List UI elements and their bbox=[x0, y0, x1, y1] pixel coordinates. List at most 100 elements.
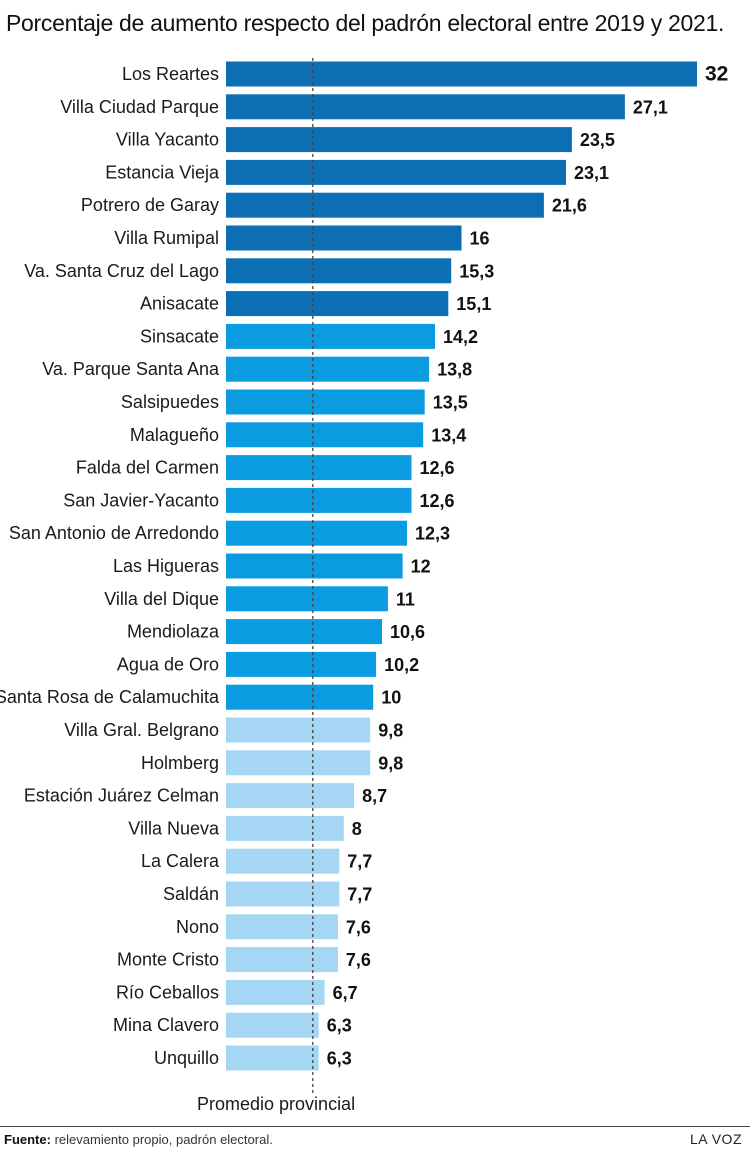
value-label-potrero-de-garay: 21,6 bbox=[552, 196, 587, 216]
value-label-va-santa-cruz-del-lago: 15,3 bbox=[459, 261, 494, 281]
bar-estancia-vieja bbox=[226, 159, 566, 185]
bar-san-javier-yacanto bbox=[226, 487, 412, 513]
bar-santa-rosa-de-calamuchita bbox=[226, 684, 374, 710]
category-label-va-santa-cruz-del-lago: Va. Santa Cruz del Lago bbox=[24, 261, 219, 281]
category-label-villa-nueva: Villa Nueva bbox=[128, 818, 220, 838]
bar-mina-clavero bbox=[226, 1012, 319, 1038]
bar-unquillo bbox=[226, 1045, 319, 1071]
value-label-estancia-vieja: 23,1 bbox=[574, 163, 609, 183]
bar-falda-del-carmen bbox=[226, 455, 412, 481]
bar-san-antonio-de-arredondo bbox=[226, 520, 407, 546]
value-label-anisacate: 15,1 bbox=[456, 294, 491, 314]
bar-saldan bbox=[226, 881, 340, 907]
value-label-holmberg: 9,8 bbox=[378, 753, 403, 773]
category-label-los-reartes: Los Reartes bbox=[122, 64, 219, 84]
bar-rio-ceballos bbox=[226, 979, 325, 1005]
category-label-villa-ciudad-parque: Villa Ciudad Parque bbox=[60, 97, 219, 117]
value-label-villa-gral-belgrano: 9,8 bbox=[378, 721, 403, 741]
category-label-salsipuedes: Salsipuedes bbox=[121, 392, 219, 412]
bar-villa-yacanto bbox=[226, 127, 572, 153]
value-label-saldan: 7,7 bbox=[347, 885, 372, 905]
category-label-unquillo: Unquillo bbox=[154, 1048, 219, 1068]
bar-villa-del-dique bbox=[226, 586, 388, 612]
category-label-holmberg: Holmberg bbox=[141, 753, 219, 773]
footer-divider bbox=[0, 1126, 750, 1127]
category-label-santa-rosa-de-calamuchita: Santa Rosa de Calamuchita bbox=[0, 687, 220, 707]
category-label-malagueno: Malagueño bbox=[130, 425, 219, 445]
bar-agua-de-oro bbox=[226, 651, 377, 677]
category-label-las-higueras: Las Higueras bbox=[113, 556, 219, 576]
source-label: Fuente: bbox=[4, 1132, 51, 1147]
value-label-unquillo: 6,3 bbox=[327, 1049, 352, 1069]
value-label-villa-ciudad-parque: 27,1 bbox=[633, 97, 668, 117]
value-label-las-higueras: 12 bbox=[411, 557, 431, 577]
value-label-santa-rosa-de-calamuchita: 10 bbox=[381, 688, 401, 708]
bar-estacion-juarez-celman bbox=[226, 783, 355, 809]
source-text: relevamiento propio, padrón electoral. bbox=[54, 1132, 273, 1147]
bar-malagueno bbox=[226, 422, 424, 448]
category-label-mina-clavero: Mina Clavero bbox=[113, 1015, 219, 1035]
bar-la-calera bbox=[226, 848, 340, 874]
category-label-saldan: Saldán bbox=[163, 884, 219, 904]
value-label-nono: 7,6 bbox=[346, 917, 371, 937]
value-label-estacion-juarez-celman: 8,7 bbox=[362, 786, 387, 806]
bar-anisacate bbox=[226, 291, 449, 317]
category-label-mendiolaza: Mendiolaza bbox=[127, 622, 220, 642]
category-label-estancia-vieja: Estancia Vieja bbox=[105, 162, 220, 182]
bar-sinsacate bbox=[226, 323, 435, 349]
category-label-anisacate: Anisacate bbox=[140, 294, 219, 314]
bar-salsipuedes bbox=[226, 389, 425, 415]
bars-group bbox=[226, 61, 697, 1071]
category-label-monte-cristo: Monte Cristo bbox=[117, 950, 219, 970]
bar-mendiolaza bbox=[226, 619, 382, 645]
category-label-falda-del-carmen: Falda del Carmen bbox=[76, 458, 219, 478]
bar-potrero-de-garay bbox=[226, 192, 544, 218]
value-label-salsipuedes: 13,5 bbox=[433, 393, 468, 413]
value-label-los-reartes: 32 bbox=[705, 63, 728, 86]
value-label-rio-ceballos: 6,7 bbox=[333, 983, 358, 1003]
labels-group: Los Reartes 32 Villa Ciudad Parque 27,1 Vill… bbox=[0, 63, 728, 1069]
value-label-la-calera: 7,7 bbox=[347, 852, 372, 872]
value-label-agua-de-oro: 10,2 bbox=[384, 655, 419, 675]
source-note: Fuente: relevamiento propio, padrón elec… bbox=[4, 1132, 273, 1147]
bar-monte-cristo bbox=[226, 947, 338, 973]
category-label-san-javier-yacanto: San Javier-Yacanto bbox=[63, 490, 219, 510]
category-label-la-calera: La Calera bbox=[141, 851, 220, 871]
value-label-villa-del-dique: 11 bbox=[396, 589, 415, 609]
category-label-estacion-juarez-celman: Estación Juárez Celman bbox=[24, 786, 219, 806]
brand-logo: LA VOZ bbox=[689, 1131, 742, 1147]
category-label-villa-yacanto: Villa Yacanto bbox=[116, 130, 219, 150]
category-label-nono: Nono bbox=[176, 917, 219, 937]
category-label-sinsacate: Sinsacate bbox=[140, 326, 219, 346]
value-label-mendiolaza: 10,6 bbox=[390, 622, 425, 642]
value-label-san-antonio-de-arredondo: 12,3 bbox=[415, 524, 450, 544]
bar-villa-gral-belgrano bbox=[226, 717, 371, 743]
category-label-villa-gral-belgrano: Villa Gral. Belgrano bbox=[64, 720, 219, 740]
value-label-monte-cristo: 7,6 bbox=[346, 950, 371, 970]
bar-villa-rumipal bbox=[226, 225, 462, 251]
bar-villa-ciudad-parque bbox=[226, 94, 625, 120]
category-label-va-parque-santa-ana: Va. Parque Santa Ana bbox=[42, 359, 220, 379]
value-label-villa-yacanto: 23,5 bbox=[580, 130, 615, 150]
bar-villa-nueva bbox=[226, 815, 344, 841]
bar-las-higueras bbox=[226, 553, 403, 579]
value-label-villa-nueva: 8 bbox=[352, 819, 362, 839]
reference-line-label: Promedio provincial bbox=[197, 1094, 356, 1114]
bar-holmberg bbox=[226, 750, 371, 776]
value-label-falda-del-carmen: 12,6 bbox=[420, 458, 455, 478]
category-label-rio-ceballos: Río Ceballos bbox=[116, 982, 219, 1002]
value-label-san-javier-yacanto: 12,6 bbox=[420, 491, 455, 511]
category-label-san-antonio-de-arredondo: San Antonio de Arredondo bbox=[9, 523, 219, 543]
value-label-malagueno: 13,4 bbox=[431, 425, 466, 445]
value-label-villa-rumipal: 16 bbox=[470, 229, 490, 249]
category-label-potrero-de-garay: Potrero de Garay bbox=[81, 195, 219, 215]
category-label-villa-rumipal: Villa Rumipal bbox=[114, 228, 219, 248]
bar-los-reartes bbox=[226, 61, 697, 87]
category-label-agua-de-oro: Agua de Oro bbox=[117, 654, 219, 674]
value-label-sinsacate: 14,2 bbox=[443, 327, 478, 347]
bar-nono bbox=[226, 914, 338, 940]
bar-va-parque-santa-ana bbox=[226, 356, 430, 382]
chart-title: Porcentaje de aumento respecto del padró… bbox=[6, 10, 725, 36]
bar-va-santa-cruz-del-lago bbox=[226, 258, 452, 284]
